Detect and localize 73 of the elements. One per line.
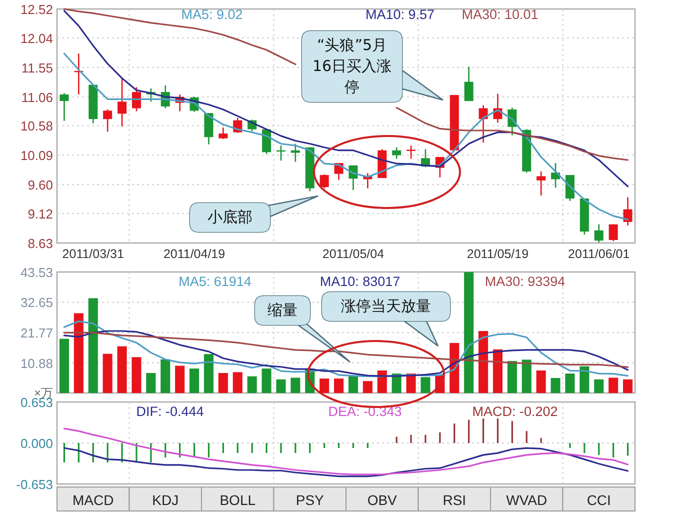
annotation: 缩量 bbox=[255, 296, 310, 325]
y-tick-label: 0.000 bbox=[20, 436, 53, 451]
y-tick-label: 32.65 bbox=[20, 295, 53, 310]
bar bbox=[550, 378, 560, 393]
x-tick-label: 2011/05/19 bbox=[466, 247, 529, 261]
bar bbox=[608, 378, 618, 393]
tabs: MACD KDJ BOLL PSY OBV RSI WVAD CCI bbox=[56, 486, 636, 512]
bar bbox=[232, 372, 242, 393]
text: MA30: 93394 bbox=[484, 274, 566, 289]
bar bbox=[117, 346, 127, 393]
bar bbox=[594, 379, 604, 393]
bar bbox=[146, 372, 156, 393]
y-tick-label: 21.77 bbox=[20, 325, 53, 340]
bar bbox=[348, 376, 358, 393]
line-series bbox=[63, 332, 629, 368]
bar bbox=[362, 381, 372, 393]
y-tick-label: -0.653 bbox=[16, 477, 53, 492]
y-tick-label: 12.04 bbox=[20, 30, 53, 46]
bar bbox=[565, 374, 575, 393]
line-series bbox=[63, 428, 629, 476]
text: MA30: 10.01 bbox=[462, 7, 538, 22]
bar bbox=[522, 360, 532, 393]
bar bbox=[102, 354, 112, 393]
bar bbox=[175, 366, 185, 393]
text: DIF: -0.444 bbox=[136, 404, 204, 419]
bar bbox=[507, 361, 517, 393]
bar bbox=[160, 359, 170, 393]
bar bbox=[320, 378, 330, 393]
text: MA5: 9.02 bbox=[181, 7, 243, 22]
y-tick-label: 11.55 bbox=[21, 60, 53, 76]
bar bbox=[492, 349, 502, 393]
y-tick-label: 43.53 bbox=[20, 265, 53, 280]
x-tick-label: 2011/03/31 bbox=[62, 247, 124, 261]
bar bbox=[536, 370, 546, 393]
bar bbox=[190, 368, 200, 393]
bar bbox=[276, 379, 286, 393]
bar bbox=[420, 377, 430, 393]
bar bbox=[478, 331, 488, 393]
bar bbox=[580, 366, 590, 393]
text: MA10: 9.57 bbox=[365, 7, 435, 22]
y-tick-label: 10.09 bbox=[20, 148, 53, 164]
text: MA5: 61914 bbox=[178, 274, 252, 289]
y-tick-label: 9.12 bbox=[28, 206, 53, 222]
bar bbox=[290, 378, 300, 393]
y-tick-label: 10.58 bbox=[20, 118, 53, 134]
bar bbox=[464, 272, 474, 393]
x-tick-label: 2011/06/01 bbox=[568, 247, 630, 261]
annotation: “头狼”5月16日买入涨停 bbox=[302, 31, 402, 102]
bar bbox=[247, 376, 257, 393]
text: MA10: 83017 bbox=[320, 274, 400, 289]
y-tick-label: 9.60 bbox=[28, 178, 53, 193]
y-tick-label: 8.63 bbox=[28, 236, 53, 251]
bar bbox=[59, 338, 69, 393]
series-label: MACD: -0.202 bbox=[472, 404, 558, 419]
annotation: 小底部 bbox=[190, 203, 270, 232]
annotation: 涨停当天放量 bbox=[322, 292, 450, 321]
line-series bbox=[63, 330, 629, 377]
line-series bbox=[63, 320, 629, 378]
bar bbox=[218, 372, 228, 393]
y-tick-label: 11.06 bbox=[21, 90, 53, 105]
x-tick-label: 2011/04/19 bbox=[163, 247, 226, 261]
bar bbox=[132, 357, 142, 393]
y-tick-label: 12.52 bbox=[20, 2, 53, 17]
x-tick-label: 2011/05/04 bbox=[322, 247, 384, 261]
bar bbox=[623, 379, 633, 393]
bar bbox=[262, 368, 272, 393]
line-series bbox=[63, 447, 629, 478]
bar bbox=[74, 313, 84, 393]
line-series bbox=[63, 10, 629, 188]
bar bbox=[204, 354, 214, 393]
y-tick-label: 10.88 bbox=[20, 356, 53, 371]
bar bbox=[88, 298, 98, 393]
bar bbox=[334, 378, 344, 393]
